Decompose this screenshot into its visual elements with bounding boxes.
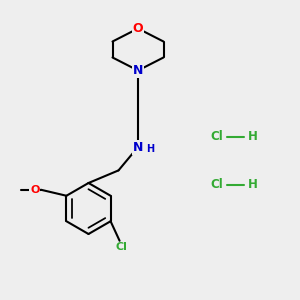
Text: O: O xyxy=(133,22,143,35)
Text: O: O xyxy=(30,185,39,195)
Text: H: H xyxy=(248,178,257,191)
Text: Cl: Cl xyxy=(210,130,223,143)
Text: Cl: Cl xyxy=(115,242,127,252)
Text: Cl: Cl xyxy=(210,178,223,191)
Text: N: N xyxy=(133,140,143,154)
Text: H: H xyxy=(248,130,257,143)
Text: H: H xyxy=(146,144,154,154)
Text: N: N xyxy=(133,64,143,77)
